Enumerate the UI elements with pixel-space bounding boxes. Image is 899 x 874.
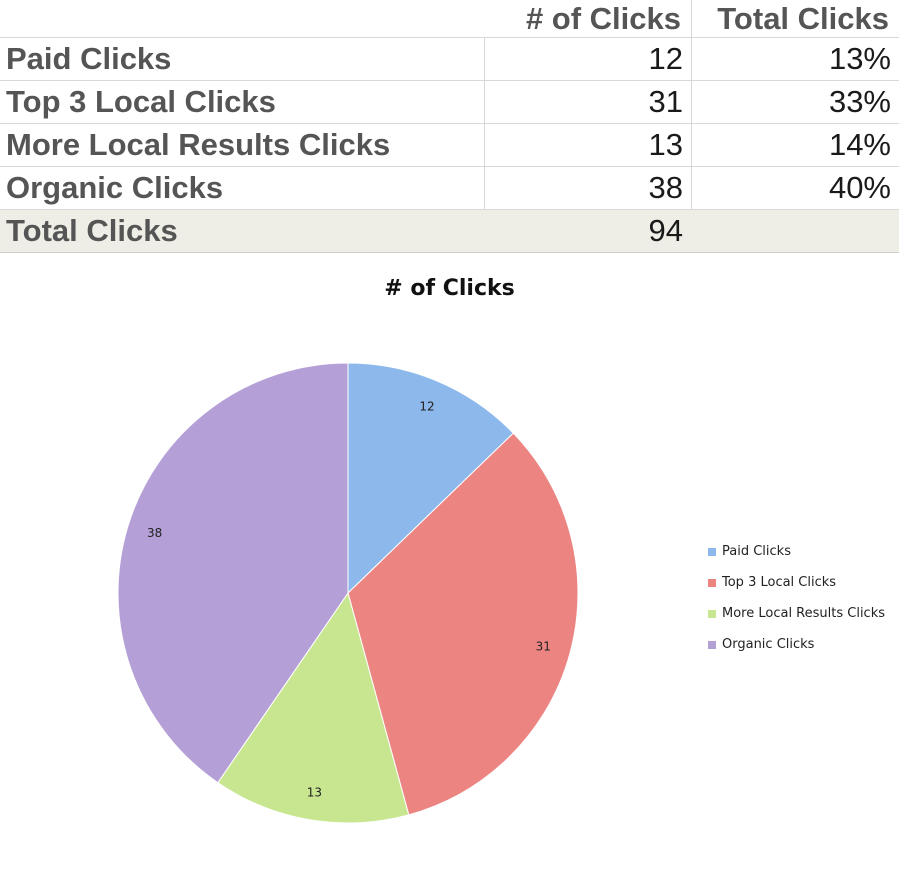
- pie-slice-paid-clicks: [347, 362, 515, 595]
- row-label: Organic Clicks: [6, 170, 224, 205]
- row-clicks: 31: [484, 81, 691, 123]
- table-row: More Local Results Clicks 13 14%: [0, 124, 899, 167]
- pie-slice-top-3-local-clicks: [347, 432, 579, 816]
- table-header-row: # of Clicks Total Clicks: [0, 0, 899, 38]
- pie-slice-more-local-results-clicks: [217, 591, 410, 824]
- row-pct: 40%: [691, 167, 899, 209]
- row-clicks: 12: [484, 38, 691, 80]
- pie-data-label: 38: [147, 526, 162, 540]
- table-row: Organic Clicks 38 40%: [0, 167, 899, 210]
- legend-item: Top 3 Local Clicks: [708, 567, 885, 598]
- clicks-table: # of Clicks Total Clicks Paid Clicks 12 …: [0, 0, 899, 253]
- pie-chart-svg: 12 31 13 38: [117, 362, 579, 824]
- legend-label: Top 3 Local Clicks: [722, 575, 837, 590]
- total-label: Total Clicks: [6, 213, 178, 248]
- legend-swatch: [708, 640, 716, 649]
- pie-slice-organic-clicks: [117, 362, 349, 784]
- row-pct: 14%: [691, 124, 899, 166]
- pie-data-label: 12: [419, 400, 434, 414]
- pie-data-label: 13: [307, 786, 322, 800]
- chart-title: # of Clicks: [384, 276, 515, 301]
- table-row: Paid Clicks 12 13%: [0, 38, 899, 81]
- legend-swatch: [708, 547, 716, 556]
- table-total-row: Total Clicks 94: [0, 210, 899, 253]
- row-pct: 13%: [691, 38, 899, 80]
- row-clicks: 38: [484, 167, 691, 209]
- legend-swatch: [708, 609, 716, 618]
- row-label: Paid Clicks: [6, 41, 172, 76]
- legend-label: More Local Results Clicks: [722, 606, 886, 621]
- pie-chart: # of Clicks 12 31 13 38 Paid Clicks Top 3 Lo…: [0, 258, 899, 874]
- legend-label: Organic Clicks: [722, 637, 815, 652]
- table-row: Top 3 Local Clicks 31 33%: [0, 81, 899, 124]
- row-clicks: 13: [484, 124, 691, 166]
- header-label: [0, 0, 484, 37]
- chart-legend: Paid Clicks Top 3 Local Clicks More Local …: [708, 536, 885, 660]
- legend-label: Paid Clicks: [722, 544, 791, 559]
- row-pct: 33%: [691, 81, 899, 123]
- pie-data-label: 31: [536, 639, 551, 653]
- legend-item: Paid Clicks: [708, 536, 885, 567]
- total-pct: [691, 210, 899, 252]
- legend-item: Organic Clicks: [708, 629, 885, 660]
- total-clicks: 94: [648, 213, 683, 248]
- header-total-clicks: Total Clicks: [691, 0, 899, 37]
- row-label: Top 3 Local Clicks: [6, 84, 276, 119]
- row-label: More Local Results Clicks: [6, 127, 391, 162]
- header-clicks: # of Clicks: [525, 0, 681, 36]
- legend-swatch: [708, 578, 716, 587]
- legend-item: More Local Results Clicks: [708, 598, 885, 629]
